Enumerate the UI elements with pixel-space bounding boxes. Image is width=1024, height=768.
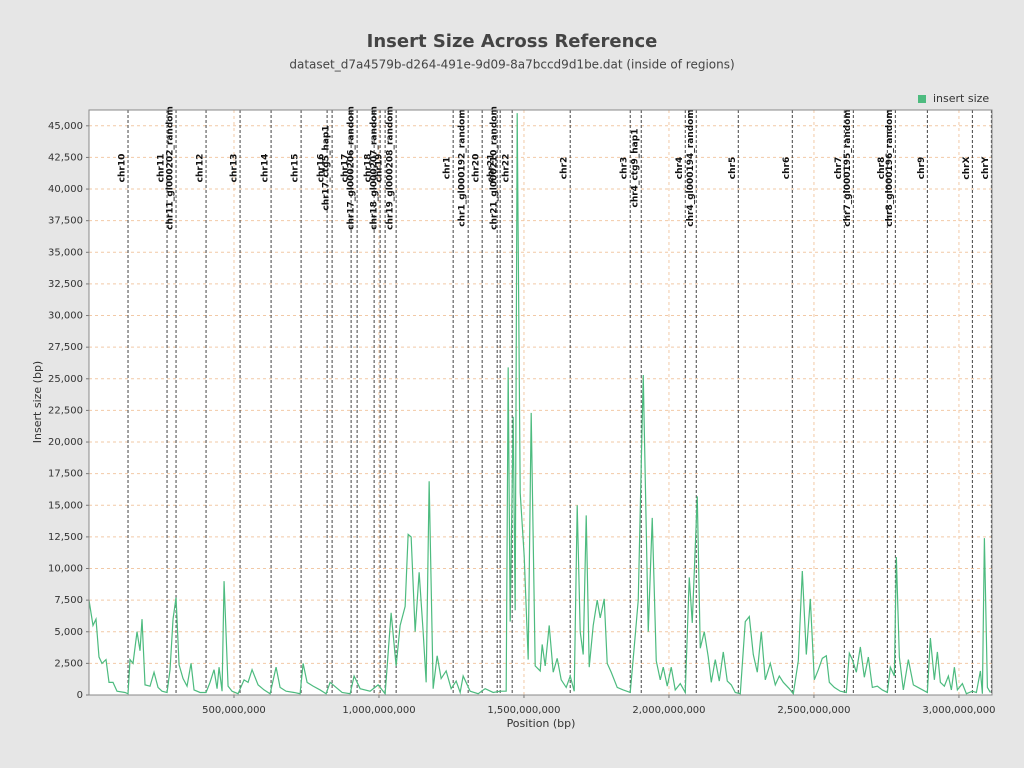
region-label: chr10 xyxy=(118,154,128,183)
plot-border xyxy=(88,109,993,696)
x-tick-label: 2,000,000,000 xyxy=(632,705,705,716)
region-label: chr22 xyxy=(502,154,512,183)
region-label: chr13 xyxy=(230,154,240,183)
plot-background xyxy=(89,110,992,695)
data-line xyxy=(88,113,991,696)
region-label: chr3 xyxy=(620,157,630,179)
region-label: chr4 xyxy=(675,157,685,179)
legend-swatch xyxy=(918,95,926,103)
region-label: chr4_ctg9_hap1 xyxy=(631,129,641,208)
region-label: chr17_gl000206_random xyxy=(347,106,357,230)
region-label: chr1 xyxy=(443,157,453,179)
y-tick-label: 37,500 xyxy=(48,216,83,227)
region-label: chrX xyxy=(962,156,972,179)
x-tick-label: 2,500,000,000 xyxy=(777,705,850,716)
region-label: chr18_gl000207_random xyxy=(370,106,380,230)
region-label: chr1_gl000192_random xyxy=(458,109,468,226)
x-axis-label: Position (bp) xyxy=(507,717,576,730)
y-tick-label: 35,000 xyxy=(48,247,83,258)
region-label: chr7_gl000195_random xyxy=(843,109,853,226)
region-label: chr6 xyxy=(782,157,792,179)
y-tick-label: 25,000 xyxy=(48,374,83,385)
y-tick-label: 32,500 xyxy=(48,279,83,290)
x-tick-label: 1,500,000,000 xyxy=(487,705,560,716)
region-label: chr4_gl000194_random xyxy=(686,109,696,226)
y-tick-label: 7,500 xyxy=(54,595,83,606)
region-label: chr19 xyxy=(375,154,385,183)
x-tick-label: 500,000,000 xyxy=(202,705,266,716)
region-label: chr18 xyxy=(364,154,374,183)
region-label: chr11_gl000202_random xyxy=(166,106,176,230)
y-tick-label: 5,000 xyxy=(54,627,83,638)
y-axis-label: Insert size (bp) xyxy=(31,361,44,443)
chart-subtitle: dataset_d7a4579b-d264-491e-9d09-8a7bccd9… xyxy=(289,58,734,72)
region-label: chr7 xyxy=(834,157,844,179)
y-tick-label: 45,000 xyxy=(48,121,83,132)
region-label: chr20 xyxy=(472,154,482,183)
region-label: chr21 xyxy=(487,154,497,183)
y-tick-label: 30,000 xyxy=(48,311,83,322)
legend-label: insert size xyxy=(933,92,989,105)
chart-title: Insert Size Across Reference xyxy=(367,31,658,52)
y-tick-label: 15,000 xyxy=(48,500,83,511)
region-label: chr17_ctg5_hap1 xyxy=(322,125,332,210)
y-tick-label: 42,500 xyxy=(48,152,83,163)
region-label: chr9 xyxy=(917,157,927,179)
y-tick-label: 0 xyxy=(77,690,83,701)
y-tick-label: 10,000 xyxy=(48,564,83,575)
region-label: chr15 xyxy=(291,154,301,183)
y-tick-label: 17,500 xyxy=(48,469,83,480)
region-label: chr16 xyxy=(317,154,327,183)
y-tick-label: 12,500 xyxy=(48,532,83,543)
x-tick-label: 3,000,000,000 xyxy=(922,705,995,716)
region-label: chr21_gl000210_random xyxy=(490,106,500,230)
y-tick-label: 20,000 xyxy=(48,437,83,448)
region-label: chr17 xyxy=(341,154,351,183)
region-label: chrY xyxy=(981,156,991,179)
region-label: chr19_gl000208_random xyxy=(386,106,396,230)
y-tick-label: 27,500 xyxy=(48,342,83,353)
region-label: chr5 xyxy=(728,157,738,179)
y-tick-label: 40,000 xyxy=(48,184,83,195)
x-tick-label: 1,000,000,000 xyxy=(342,705,415,716)
region-label: chr2 xyxy=(560,157,570,179)
region-label: chr8_gl000196_random xyxy=(885,109,895,226)
region-label: chr11 xyxy=(157,154,167,183)
region-label: chr8 xyxy=(877,157,887,179)
region-label: chr14 xyxy=(261,154,271,183)
region-label: chr12 xyxy=(196,154,206,183)
y-tick-label: 22,500 xyxy=(48,405,83,416)
y-tick-label: 2,500 xyxy=(54,658,83,669)
